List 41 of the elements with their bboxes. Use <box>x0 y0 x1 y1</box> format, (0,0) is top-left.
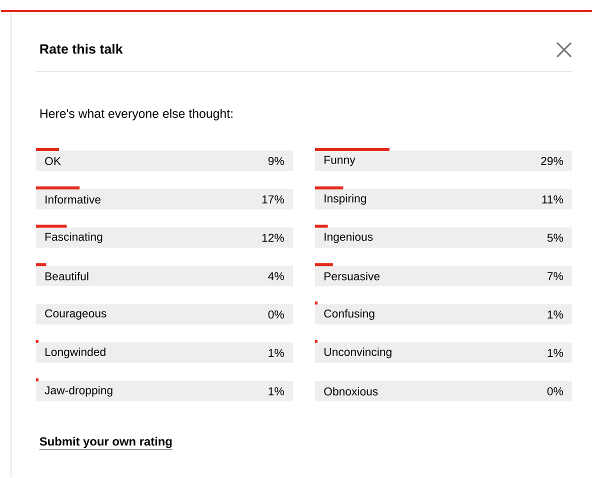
bar <box>36 186 80 190</box>
y-tick-label: Courageous <box>45 309 106 320</box>
y-tick-label: Funny <box>324 156 356 166</box>
data-label: 5% <box>547 234 564 242</box>
chart-subtitle: Here's what everyone else thought: <box>40 108 232 120</box>
bar <box>36 378 38 382</box>
bar <box>314 263 333 266</box>
data-label: 0% <box>547 387 564 396</box>
data-label: 1% <box>268 348 284 357</box>
data-label: 0% <box>268 310 284 319</box>
data-label: 4% <box>268 272 284 280</box>
y-tick-label: Longwinded <box>45 348 106 358</box>
y-tick-label: Informative <box>46 195 101 204</box>
data-label: 11% <box>542 195 564 204</box>
data-label: 1% <box>548 310 564 319</box>
y-tick-label: Ingenious <box>324 232 373 244</box>
y-tick-label: Unconvincing <box>324 348 392 358</box>
data-label: 17% <box>262 195 284 204</box>
bar <box>314 186 344 190</box>
bar <box>36 148 60 152</box>
bar <box>314 340 318 343</box>
bar <box>314 302 318 305</box>
y-tick-label: Inspiring <box>324 194 366 205</box>
data-label: 29% <box>541 157 564 166</box>
y-tick-label: Fascinating <box>45 232 102 244</box>
y-tick-label: Persuasive <box>324 272 380 280</box>
y-tick-label: OK <box>45 157 61 166</box>
chart-title: Rate this talk <box>40 44 123 54</box>
data-label: 12% <box>262 234 284 242</box>
data-label: 1% <box>548 348 564 357</box>
y-tick-label: Obnoxious <box>324 387 378 396</box>
data-label: 9% <box>268 157 284 166</box>
bar <box>314 148 390 152</box>
y-tick-label: Beautiful <box>45 272 88 280</box>
data-label: 1% <box>268 387 284 396</box>
bar <box>36 263 46 266</box>
bar <box>36 340 38 343</box>
data-label: 7% <box>548 272 564 280</box>
y-tick-label: Jaw-dropping <box>44 386 112 397</box>
y-tick-label: Confusing <box>324 309 374 320</box>
text: Submit your own rating <box>40 436 172 448</box>
